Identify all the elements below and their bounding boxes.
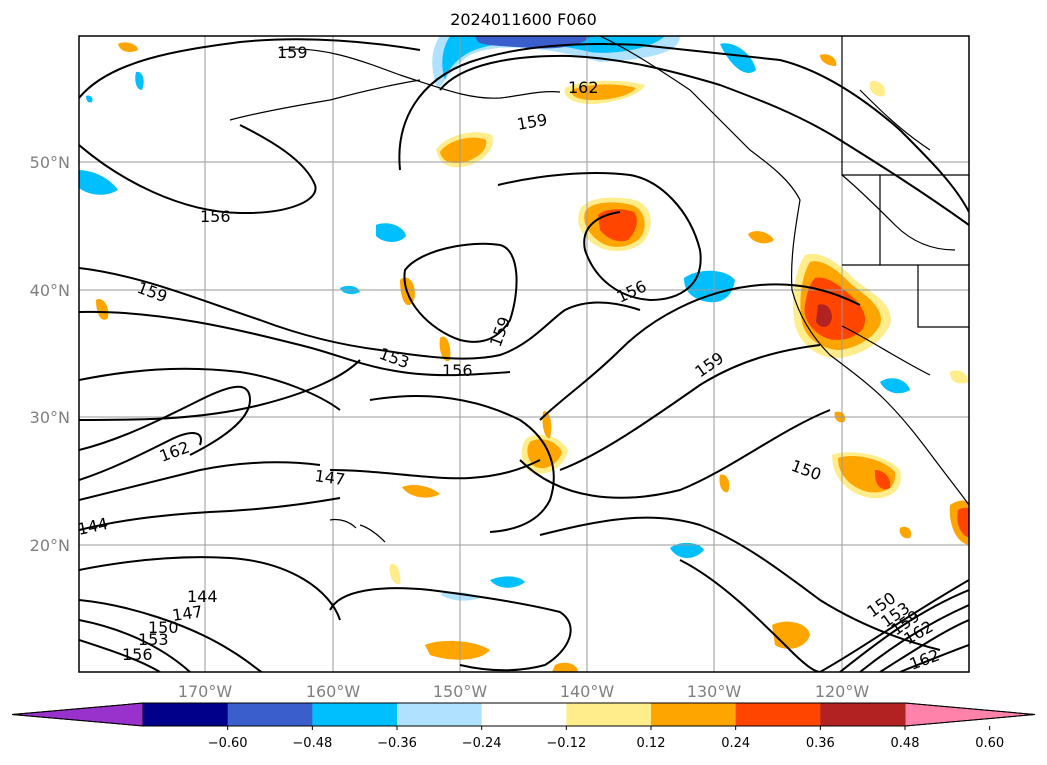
lat-tick-label: 50°N xyxy=(30,153,70,172)
positive-anomaly-area xyxy=(899,526,912,539)
colorbar-extend-high xyxy=(904,702,1036,727)
positive-anomaly-area xyxy=(820,54,837,66)
positive-anomaly-area xyxy=(440,137,487,164)
negative-anomaly-area xyxy=(86,95,93,103)
lat-tick-label: 30°N xyxy=(30,408,70,427)
positive-anomaly-area xyxy=(748,231,774,244)
coastlines xyxy=(229,36,969,543)
negative-anomaly-area xyxy=(79,170,118,195)
colorbar-segment xyxy=(397,703,483,726)
lat-axis: 50°N 40°N 30°N 20°N xyxy=(30,153,70,555)
positive-anomaly-area xyxy=(389,563,401,585)
contour-label: 156 xyxy=(200,207,231,226)
colorbar: −0.60 −0.48 −0.36 −0.24 −0.12 0.12 0.24 0.36 0.4… xyxy=(11,702,1036,751)
negative-anomaly-area xyxy=(880,378,910,394)
contour-label: 162 xyxy=(157,437,192,465)
colorbar-segment xyxy=(651,703,737,726)
positive-anomaly-area xyxy=(552,662,578,672)
colorbar-tick-label: −0.48 xyxy=(292,736,332,751)
colorbar-extend-low xyxy=(11,702,144,727)
contour-label: 144 xyxy=(187,587,218,606)
colorbar-segment xyxy=(312,703,398,726)
graticule xyxy=(79,36,969,672)
colorbar-segment xyxy=(143,703,229,726)
colorbar-tick-label: 0.48 xyxy=(891,736,920,751)
negative-anomaly-area xyxy=(670,542,704,558)
colorbar-tick-label: 0.60 xyxy=(975,736,1004,751)
contour-label: 159 xyxy=(486,314,514,349)
positive-anomaly-area xyxy=(957,507,969,538)
colorbar-segment xyxy=(566,703,652,726)
positive-anomaly-area xyxy=(118,42,138,52)
negative-anomaly-area xyxy=(135,71,144,90)
colorbar-frame xyxy=(11,702,1036,727)
lat-tick-label: 20°N xyxy=(30,536,70,555)
positive-anomaly-area xyxy=(96,299,109,320)
contour-label: 147 xyxy=(171,602,204,625)
negative-anomaly-area xyxy=(684,270,735,303)
positive-anomaly-area xyxy=(598,209,637,242)
contour-label: 156 xyxy=(614,276,650,306)
contour-label: 150 xyxy=(148,618,179,637)
negative-anomaly-area xyxy=(376,223,406,242)
colorbar-segment xyxy=(481,703,567,726)
lat-tick-label: 40°N xyxy=(30,281,70,300)
contour-label: 144 xyxy=(76,514,110,539)
colorbar-tick-label: −0.24 xyxy=(462,736,502,751)
lon-tick-label: 150°W xyxy=(433,682,488,701)
contour-label: 156 xyxy=(442,361,473,380)
contour-label: 159 xyxy=(135,278,170,306)
colorbar-tick-label: −0.12 xyxy=(546,736,586,751)
lon-tick-label: 160°W xyxy=(306,682,361,701)
contour-label: 159 xyxy=(277,43,308,62)
contour-label: 153 xyxy=(138,630,169,649)
negative-anomaly-area xyxy=(490,576,525,588)
colorbar-tick-label: −0.36 xyxy=(377,736,417,751)
contour-label: 159 xyxy=(691,348,727,381)
lon-tick-label: 120°W xyxy=(815,682,870,701)
positive-anomaly-area xyxy=(719,474,730,493)
lon-axis: 170°W 160°W 150°W 140°W 130°W 120°W xyxy=(178,682,870,701)
positive-anomaly-area xyxy=(542,411,552,439)
positive-anomaly-area xyxy=(869,80,885,97)
colorbar-segment xyxy=(735,703,821,726)
colorbar-tick-label: −0.60 xyxy=(208,736,248,751)
colorbar-tick-label: 0.36 xyxy=(806,736,835,751)
positive-anomaly-area xyxy=(950,370,968,384)
lon-tick-label: 170°W xyxy=(178,682,233,701)
contour-label: 156 xyxy=(122,645,153,664)
positive-anomaly-area xyxy=(571,84,636,100)
positive-anomaly-area xyxy=(402,484,440,498)
contour-label: 162 xyxy=(568,78,599,97)
lon-tick-label: 130°W xyxy=(687,682,742,701)
contour-label: 159 xyxy=(515,110,548,134)
lon-tick-label: 140°W xyxy=(560,682,615,701)
positive-anomaly-area xyxy=(874,470,891,490)
colorbar-tick-label: 0.12 xyxy=(637,736,666,751)
contour-label: 147 xyxy=(313,466,346,489)
map-title: 2024011600 F060 xyxy=(450,10,597,29)
shaded-fields xyxy=(79,36,969,672)
colorbar-segment xyxy=(820,703,906,726)
contour-label: 162 xyxy=(907,645,942,673)
positive-anomaly-area xyxy=(425,640,490,660)
colorbar-tick-label: 0.24 xyxy=(721,736,750,751)
colorbar-segment xyxy=(227,703,313,726)
positive-anomaly-area xyxy=(816,304,832,327)
map-frame xyxy=(78,35,970,673)
positive-anomaly-area xyxy=(439,336,451,362)
height-contours xyxy=(79,38,969,672)
positive-anomaly-area xyxy=(772,621,810,649)
negative-anomaly-area xyxy=(720,43,756,73)
negative-anomaly-area xyxy=(442,36,665,80)
contour-label: 150 xyxy=(789,456,824,484)
